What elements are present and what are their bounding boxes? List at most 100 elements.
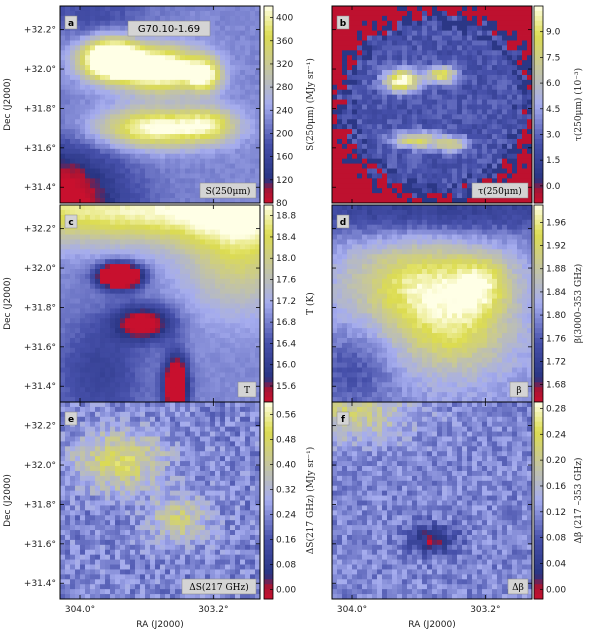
colorbar-tick-label: 1.92 [546,242,566,252]
colorbar-b: 0.0 1.5 3.0 4.5 6.0 7.5 9.0 τ(250μm) (10⁻³) [533,5,584,204]
panel-c: c T +32.2° +32.0° +31.8° +31.6° +31.4° Dec (J20… [3,204,316,403]
panel-name: τ(250μm) [478,186,522,197]
colorbar-frame [263,5,274,204]
panel-name-badge [507,578,529,595]
x-tick-label: 304.0° [65,605,95,615]
y-tick-label: +31.8° [24,104,56,114]
panel-letter-badge [336,411,350,426]
panel-f-image [332,402,532,599]
panel-b-frame [331,5,533,204]
panel-name-badge [471,182,529,199]
colorbar-tick-label: 0.28 [546,404,566,414]
panel-d: d β 1.68 1.72 1.76 1.80 1.84 1.88 1.92 1.96 β(3000… [331,204,584,403]
colorbar-tick-label: 18.8 [276,212,296,222]
y-tick-label: +32.2° [24,225,56,235]
y-axis-label: Dec (J2000) [3,474,13,527]
colorbar-tick-label: 0.00 [546,585,566,595]
colorbar-tick-label: 0.40 [276,461,296,471]
colorbar-tick-label: 280 [276,83,293,93]
y-tick-label: +32.0° [24,264,56,274]
colorbar-frame [533,5,544,204]
colorbar-label: T (K) [305,292,316,315]
colorbar-tick-label: 6.0 [546,79,561,89]
colorbar-tick-label: 0.16 [546,482,566,492]
panel-a-image [60,6,260,203]
x-axis-label: RA (J2000) [408,620,456,630]
y-tick-label: +31.8° [24,303,56,313]
panel-a: a S(250μm) G70.10-1.69 +32.2° +32.0° +31.8° +3… [3,5,316,209]
colorbar-tick-label: 16.0 [276,361,296,371]
panel-e-image [60,402,260,599]
panel-letter: f [341,415,345,425]
colorbar-tick-label: 17.2 [276,297,296,307]
colorbar-tick-label: 1.84 [546,288,566,298]
colorbar-tick-label: 0.32 [276,486,296,496]
panel-letter: e [68,415,74,425]
colorbar-tick-label: 0.48 [276,436,296,446]
panel-b: b τ(250μm) 0.0 1.5 3.0 4.5 6.0 7.5 9.0 τ(250μm) (… [331,5,584,204]
y-axis-label: Dec (J2000) [3,277,13,330]
x-axis-label: RA (J2000) [136,620,184,630]
colorbar-f: 0.00 0.04 0.08 0.12 0.16 0.20 0.24 0.28 Δβ (217 … [533,401,584,600]
colorbar-tick-label: 400 [276,14,293,24]
colorbar-tick-label: 16.4 [276,339,296,349]
colorbar-tick-label: 0.08 [546,534,566,544]
colorbar-e: 0.00 0.08 0.16 0.24 0.32 0.40 0.48 0.56 ΔS(217 G… [263,401,316,600]
colorbar-tick-label: 240 [276,106,293,116]
panel-c-image [60,205,260,402]
panel-letter: b [340,19,347,29]
panel-letter-badge [64,411,78,426]
colorbar-tick-label: 0.0 [546,182,561,192]
colorbar-tick-label: 7.5 [546,53,560,63]
colorbar-tick-label: 15.6 [276,382,296,392]
panel-letter: d [340,218,346,228]
panel-f: f Δβ 304.0° 303.2° RA (J2000) 0.00 0.04 0.08 0.1… [331,401,584,630]
panel-name: S(250μm) [206,186,251,197]
colorbar-tick-label: 0.56 [276,411,296,421]
y-tick-label: +31.4° [24,579,56,589]
y-tick-label: +32.2° [24,26,56,36]
colorbar-tick-label: 1.5 [546,156,560,166]
y-tick-label: +32.2° [24,422,56,432]
colorbar-frame [533,401,544,600]
panel-letter-badge [336,15,350,30]
colorbar-tick-label: 320 [276,60,293,70]
colorbar-tick-label: 1.68 [546,381,566,391]
colorbar-frame [263,401,274,600]
colorbar-tick-label: 1.88 [546,265,566,275]
colorbar-label: S(250μm) (MJy sr⁻¹) [305,58,316,151]
colorbar-tick-label: 0.00 [276,586,296,596]
colorbar-tick-label: 0.08 [276,561,296,571]
colorbar-tick-label: 18.4 [276,233,296,243]
colorbar-tick-label: 17.6 [276,276,296,286]
colorbar-tick-label: 0.24 [276,511,296,521]
colorbar-tick-label: 3.0 [546,130,561,140]
panel-d-image [332,205,532,402]
colorbar-tick-label: 0.12 [546,508,566,518]
colorbar-tick-label: 9.0 [546,28,561,38]
colorbar-label: β(3000–353 GHz) [573,264,584,343]
y-tick-label: +31.6° [24,540,56,550]
panel-b-image [332,6,532,203]
panel-letter: a [68,19,74,29]
panel-name: β [516,386,521,396]
colorbar-label: Δβ (217 –353 GHz) [573,458,584,544]
colorbar-c: 15.6 16.0 16.4 16.8 17.2 17.6 18.0 18.4 18.8 T (K… [263,204,316,403]
title-badge [127,20,211,37]
colorbar-tick-label: 0.16 [276,536,296,546]
colorbar-a: 80 120 160 200 240 280 320 360 400 S(250μm) (MJy … [263,5,316,209]
colorbar-tick-label: 4.5 [546,105,560,115]
x-tick-label: 304.0° [337,605,367,615]
colorbar-tick-label: 0.20 [546,456,566,466]
colorbar-tick-label: 80 [276,199,288,209]
panel-letter: c [68,218,73,228]
colorbar-label: ΔS(217 GHz) (MJy sr⁻¹) [305,447,316,554]
y-tick-label: +32.0° [24,65,56,75]
panel-letter-badge [64,214,78,229]
colorbar-tick-label: 1.72 [546,357,566,367]
colorbar-tick-label: 1.80 [546,311,566,321]
colorbar-tick-label: 1.96 [546,218,566,228]
y-tick-label: +31.6° [24,144,56,154]
x-tick-label: 303.2° [198,605,228,615]
